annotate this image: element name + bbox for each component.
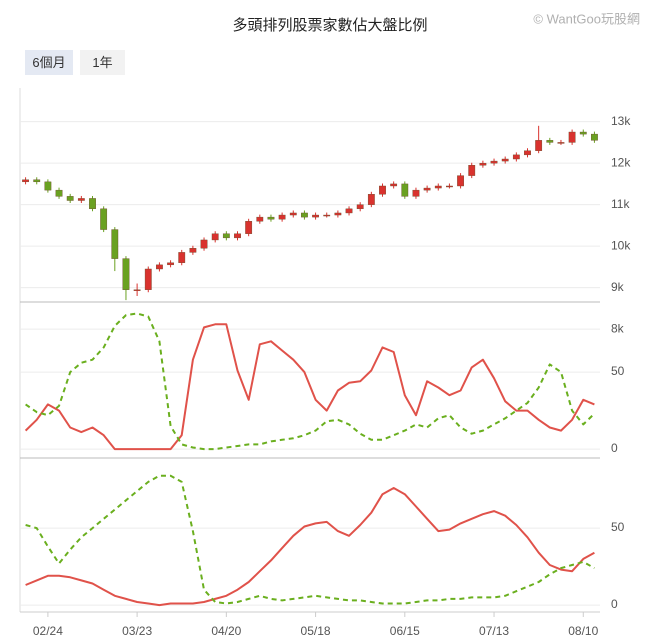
chart-title: 多頭排列股票家數佔大盤比例 (232, 17, 427, 34)
candle-body (278, 214, 286, 220)
candle-body (457, 175, 464, 187)
candle-body (111, 229, 119, 259)
candle-body (189, 248, 197, 253)
candle-body (479, 162, 487, 166)
candle-body (446, 185, 453, 188)
candle-body (55, 189, 63, 197)
candle-body (468, 165, 476, 176)
watermark: © WantGoo玩股網 (533, 11, 640, 26)
candle-body (501, 158, 509, 162)
candle-body (423, 187, 431, 191)
y-tick-label: 50 (611, 364, 625, 378)
line-series (25, 474, 595, 605)
x-tick-label: 06/15 (390, 624, 420, 638)
candle-body (77, 198, 85, 201)
candle-body (22, 179, 29, 183)
y-tick-label: 50 (611, 520, 625, 534)
y-tick-label: 9k (611, 280, 625, 294)
candle-body (100, 208, 108, 230)
candle-body (211, 233, 219, 241)
candle-body (546, 140, 554, 143)
x-tick-label: 08/10 (568, 624, 598, 638)
candle-body (557, 142, 565, 144)
x-tick-label: 02/24 (33, 624, 63, 638)
y-tick-label: 13k (611, 114, 631, 128)
y-tick-label: 10k (611, 238, 631, 252)
candle-body (490, 160, 498, 164)
candle-body (289, 212, 297, 216)
x-tick-label: 04/20 (211, 624, 241, 638)
candle-body (167, 262, 174, 266)
y-tick-label: 0 (611, 441, 618, 455)
x-tick-label: 03/23 (122, 624, 152, 638)
candle-body (301, 212, 308, 218)
candle-body (379, 185, 386, 195)
candle-body (512, 154, 520, 160)
candle-body (390, 183, 398, 187)
candle-body (312, 214, 319, 218)
candle-body (44, 181, 52, 191)
candle-body (412, 189, 420, 197)
candle-body (401, 183, 409, 197)
candle-body (222, 233, 230, 239)
candle-body (200, 239, 208, 249)
candle-body (122, 258, 130, 290)
candle-body (367, 194, 375, 205)
candle-body (591, 133, 598, 141)
candle-body (178, 252, 186, 263)
candle-body (144, 268, 152, 290)
candle-body (524, 150, 531, 156)
line-series (25, 487, 595, 607)
candle-body (133, 289, 141, 291)
candle-body (535, 140, 543, 151)
candle-body (267, 216, 275, 220)
candle-body (356, 204, 364, 210)
y-tick-label: 11k (611, 197, 630, 211)
line-series (25, 312, 596, 451)
candle-body (256, 216, 264, 222)
candle-body (434, 185, 442, 189)
candle-body (234, 233, 241, 239)
candle-body (323, 214, 331, 217)
candle-body (568, 131, 576, 143)
candle-body (245, 221, 253, 234)
candle-body (579, 131, 587, 135)
line-series (24, 323, 595, 451)
candle-body (156, 264, 163, 270)
x-tick-label: 07/13 (479, 624, 509, 638)
candle-body (334, 212, 342, 216)
range-button[interactable]: 1年 (80, 50, 125, 75)
y-tick-label: 8k (611, 321, 625, 335)
candle-body (345, 208, 353, 214)
range-button[interactable]: 6個月 (25, 50, 73, 75)
candle-body (66, 196, 74, 201)
x-tick-label: 05/18 (301, 624, 331, 638)
y-tick-label: 0 (611, 597, 618, 611)
y-tick-label: 12k (611, 155, 631, 169)
candle-body (89, 198, 96, 210)
candle-body (33, 179, 41, 183)
